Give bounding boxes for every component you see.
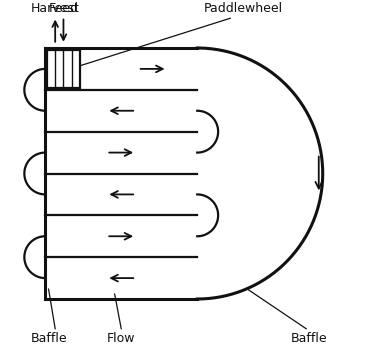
Bar: [47, 50, 80, 88]
Text: Flow: Flow: [107, 332, 135, 345]
Text: Baffle: Baffle: [291, 332, 328, 345]
Text: Paddlewheel: Paddlewheel: [204, 2, 283, 15]
Text: Baffle: Baffle: [30, 332, 67, 345]
Text: Feed: Feed: [49, 2, 78, 15]
Text: Harvest: Harvest: [31, 2, 79, 15]
